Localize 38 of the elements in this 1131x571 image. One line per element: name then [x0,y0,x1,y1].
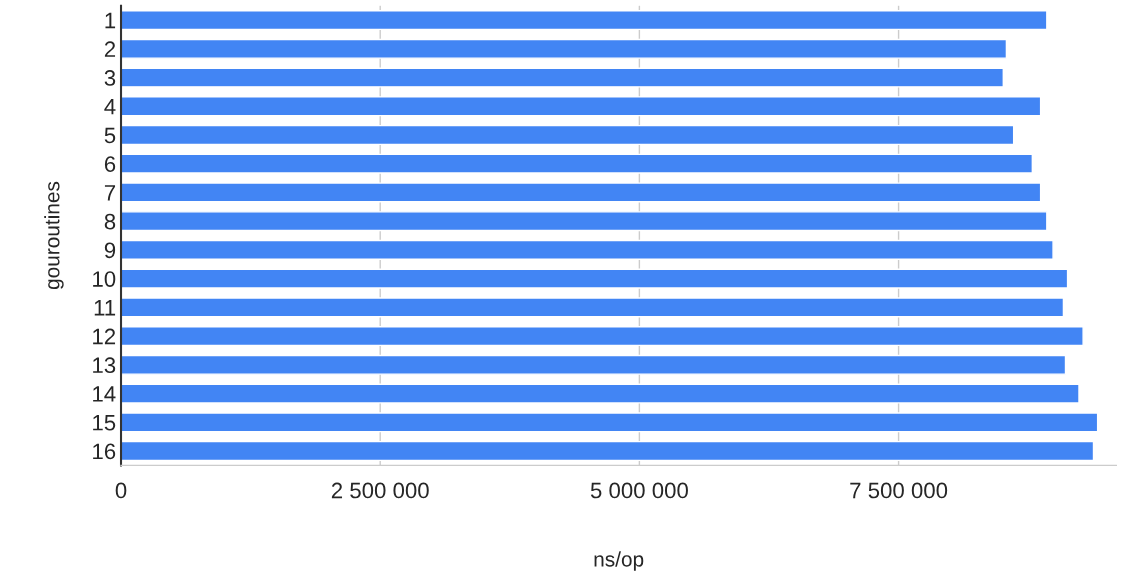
y-tick-label: 3 [104,70,116,86]
bar [121,297,1065,318]
bar [121,10,1048,31]
x-tick-label: 2 500 000 [331,482,429,499]
bar [121,96,1042,117]
y-tick-label: 5 [104,127,116,144]
bar [121,38,1008,59]
bar [121,412,1099,433]
y-axis-title: gouroutines [44,181,64,290]
x-tick-label: 5 000 000 [590,482,688,499]
y-tick-label: 9 [104,242,116,259]
y-tick-label: 1 [105,12,116,29]
y-tick-label: 16 [93,443,116,460]
x-tick-label: 7 500 000 [850,482,948,499]
bar [121,211,1048,232]
bar [121,383,1080,404]
y-tick-label: 6 [104,156,116,172]
y-tick-label: 11 [94,300,116,316]
bar [121,268,1069,289]
bar [121,354,1067,375]
y-tick-label: 15 [93,415,116,431]
bar [121,326,1084,347]
x-tick-label: 0 [115,482,127,499]
y-tick-label: 14 [93,386,116,402]
x-axis-title: ns/op [594,551,644,571]
y-tick-label: 8 [104,213,116,230]
bar [121,124,1015,146]
bar [121,153,1034,174]
y-tick-label: 10 [93,271,116,287]
y-tick-label: 7 [104,185,116,201]
y-tick-label: 4 [104,99,116,115]
bar [121,182,1042,203]
bar [121,239,1054,260]
y-tick-label: 12 [93,328,116,345]
bar [121,67,1004,88]
y-tick-label: 13 [93,357,116,374]
bar [121,440,1095,462]
y-tick-label: 2 [104,41,116,57]
